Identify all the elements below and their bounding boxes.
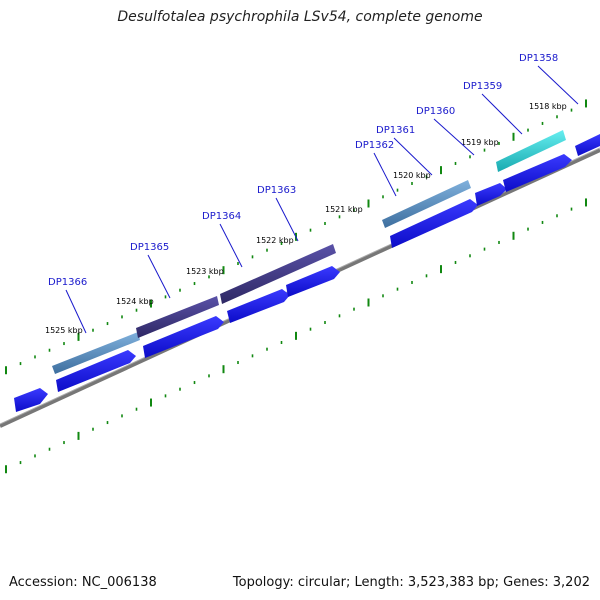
gene-label-dp1359[interactable]: DP1359	[463, 81, 502, 92]
cds-arrow[interactable]	[390, 199, 478, 248]
cds-arrow[interactable]	[143, 316, 224, 358]
cds-arrow[interactable]	[227, 289, 290, 323]
gene-bar-dp1365[interactable]	[136, 296, 219, 338]
gene-label-dp1361[interactable]: DP1361	[376, 125, 415, 136]
gene-leader-line	[393, 137, 433, 176]
gene-label-dp1358[interactable]: DP1358	[519, 53, 558, 64]
gene-label-dp1366[interactable]: DP1366	[48, 277, 87, 288]
kbp-tick-label: 1519 kbp	[461, 138, 499, 147]
cds-arrow[interactable]	[575, 134, 600, 156]
gene-label-dp1360[interactable]: DP1360	[416, 106, 455, 117]
cds-arrow[interactable]	[475, 183, 507, 206]
gene-bar-dp1364-1363[interactable]	[220, 244, 336, 304]
gene-leader-line	[219, 223, 243, 268]
kbp-tick-label: 1521 kbp	[325, 205, 363, 214]
gene-leader-line	[147, 254, 171, 299]
accession-label: Accession: NC_006138	[9, 575, 157, 590]
genome-summary: Topology: circular; Length: 3,523,383 bp…	[232, 575, 590, 590]
kbp-tick-label: 1524 kbp	[116, 297, 154, 306]
gene-leader-line	[537, 65, 579, 105]
kbp-tick-label: 1522 kbp	[256, 236, 294, 245]
inner-tick-track	[5, 198, 587, 474]
kbp-tick-label: 1525 kbp	[45, 326, 83, 335]
gene-bar-dp1362[interactable]	[382, 180, 471, 228]
cds-arrow[interactable]	[286, 266, 340, 297]
kbp-tick-label: 1520 kbp	[393, 171, 431, 180]
gene-label-dp1363[interactable]: DP1363	[257, 185, 296, 196]
gene-leader-line	[275, 197, 299, 242]
kbp-tick-label: 1518 kbp	[529, 102, 567, 111]
cds-arrow[interactable]	[56, 350, 136, 392]
gene-label-dp1364[interactable]: DP1364	[202, 211, 241, 222]
gene-label-dp1362[interactable]: DP1362	[355, 140, 394, 151]
gene-leader-line	[373, 152, 397, 197]
gene-label-dp1365[interactable]: DP1365	[130, 242, 169, 253]
gene-leader-line	[433, 118, 475, 156]
gene-leader-line	[481, 93, 523, 135]
gene-bar-dp1359[interactable]	[496, 130, 566, 172]
map-title: Desulfotalea psychrophila LSv54, complet…	[117, 9, 483, 25]
kbp-tick-label: 1523 kbp	[186, 267, 224, 276]
outer-tick-track	[5, 99, 587, 375]
gene-leader-line	[65, 289, 87, 334]
cds-arrow[interactable]	[14, 388, 48, 412]
gene-bar-dp1366[interactable]	[52, 332, 140, 374]
cds-arrow[interactable]	[503, 154, 572, 192]
